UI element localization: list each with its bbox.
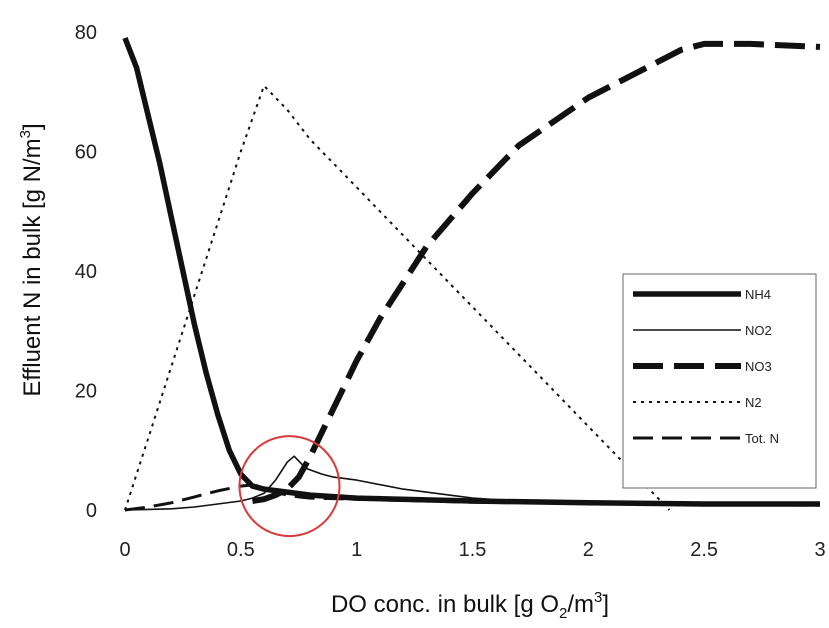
legend-label: NO2	[745, 323, 772, 338]
series-line-n2	[124, 84, 671, 511]
y-tick-label: 80	[75, 22, 97, 44]
legend-box	[622, 273, 817, 489]
series-layer	[122, 37, 821, 512]
legend-label: NO3	[745, 359, 772, 374]
annotation-layer	[238, 435, 341, 538]
y-tick-label: 60	[75, 142, 97, 164]
highlight-circle	[238, 435, 341, 538]
y-tick-label: 40	[75, 261, 97, 283]
x-tick-label: 0.5	[227, 539, 255, 561]
x-axis-title: DO conc. in bulk [g O2/m3]	[331, 589, 609, 622]
axes: 0 0.5 1 1.5 2 2.5 3 0 20 40 60 80	[75, 22, 826, 561]
legend: NH4 NO2 NO3 N2 Tot. N	[622, 273, 817, 489]
x-tick-label: 3	[814, 539, 825, 561]
x-tick-label: 1.5	[459, 539, 487, 561]
x-tick-label: 0	[119, 539, 130, 561]
series-line-no2	[124, 455, 820, 511]
series-line-tot-n	[124, 483, 821, 512]
y-tick-label: 20	[75, 381, 97, 403]
y-axis-title: Effluent N in bulk [g N/m3]	[17, 123, 46, 396]
x-tick-label: 2.5	[690, 539, 718, 561]
legend-label: Tot. N	[745, 431, 779, 446]
x-tick-label: 2	[583, 539, 594, 561]
legend-label: N2	[745, 395, 762, 410]
legend-label: NH4	[745, 287, 771, 302]
y-tick-label: 0	[86, 500, 97, 522]
x-tick-label: 1	[351, 539, 362, 561]
series-line-no3	[251, 40, 821, 504]
